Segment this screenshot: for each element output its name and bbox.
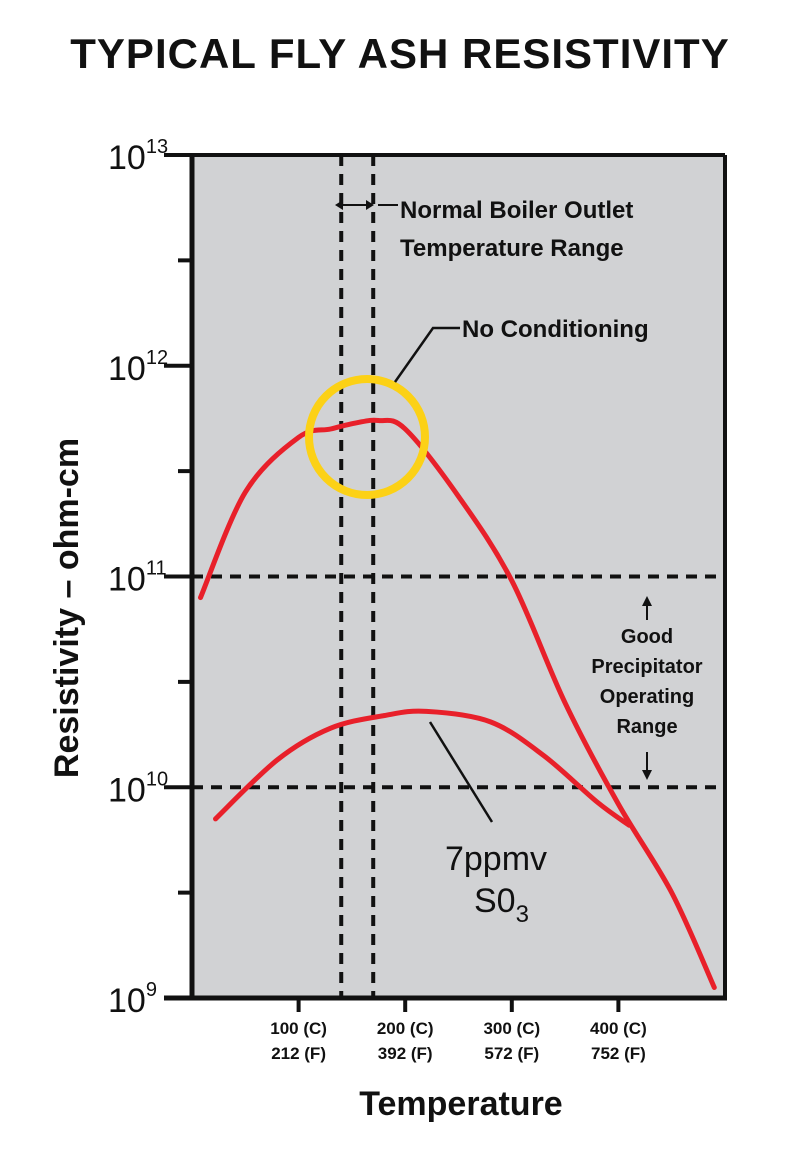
y-tick-label-1e12: 1012 (108, 347, 168, 388)
y-tick-label-exponent: 13 (146, 136, 168, 158)
highlight-circle (305, 375, 429, 499)
plot-content (192, 155, 725, 998)
good-range-label-line4: Range (616, 716, 677, 738)
y-tick-label-1e10: 1010 (108, 768, 168, 809)
y-tick-label-exponent: 12 (146, 347, 168, 369)
y-tick-label-exponent: 10 (146, 768, 168, 790)
x-tick-label-f-200: 392 (F) (378, 1044, 433, 1063)
series-line-no-conditioning (198, 417, 717, 990)
x-tick-label-c-100: 100 (C) (270, 1019, 327, 1038)
no-conditioning-label: No Conditioning (462, 316, 649, 343)
series-line-7ppmv-so3 (213, 708, 632, 828)
good-range-label-line2: Precipitator (591, 656, 702, 678)
y-tick-label-exponent: 9 (146, 979, 157, 1001)
y-ticks (164, 153, 192, 1000)
y-tick-label-exponent: 11 (146, 558, 167, 580)
y-tick-label-base: 10 (108, 350, 146, 388)
x-tick-label-c-200: 200 (C) (377, 1019, 434, 1038)
boiler-range-arrows (335, 200, 398, 210)
x-ticks (296, 998, 621, 1012)
x-tick-labels: 100 (C) 212 (F) 200 (C) 392 (F) 300 (C) 572 (… (270, 1019, 646, 1063)
boiler-range-label-line1: Normal Boiler Outlet (400, 197, 633, 224)
chart-title: TYPICAL FLY ASH RESISTIVITY (70, 30, 730, 77)
x-tick-label-c-300: 300 (C) (483, 1019, 540, 1038)
x-tick-label-c-400: 400 (C) (590, 1019, 647, 1038)
reference-lines (192, 155, 725, 998)
y-tick-label-1e11: 1011 (108, 558, 167, 599)
y-tick-label-1e13: 1013 (108, 136, 168, 177)
y-tick-label-base: 10 (108, 982, 146, 1020)
so3-label-line2: S03 (474, 882, 529, 928)
y-tick-label-base: 10 (108, 561, 146, 599)
y-tick-label-base: 10 (108, 771, 146, 809)
x-tick-label-f-300: 572 (F) (484, 1044, 539, 1063)
good-range-arrows (642, 596, 652, 780)
x-tick-label-f-400: 752 (F) (591, 1044, 646, 1063)
good-range-label-line3: Operating (600, 686, 694, 708)
y-tick-label-1e9: 109 (108, 979, 157, 1020)
y-tick-label-base: 10 (108, 139, 146, 177)
so3-label-sub: 3 (516, 901, 529, 928)
curves (198, 417, 717, 990)
y-axis-title: Resistivity – ohm-cm (48, 438, 86, 778)
boiler-range-label-line2: Temperature Range (400, 235, 624, 262)
good-range-label-line1: Good (621, 626, 673, 648)
x-axis-title: Temperature (359, 1085, 562, 1123)
so3-label-line1: 7ppmv (445, 840, 547, 878)
so3-label-base: S0 (474, 882, 516, 920)
so3-leader (428, 721, 494, 823)
x-tick-label-f-100: 212 (F) (271, 1044, 326, 1063)
no-conditioning-leader (393, 326, 460, 383)
